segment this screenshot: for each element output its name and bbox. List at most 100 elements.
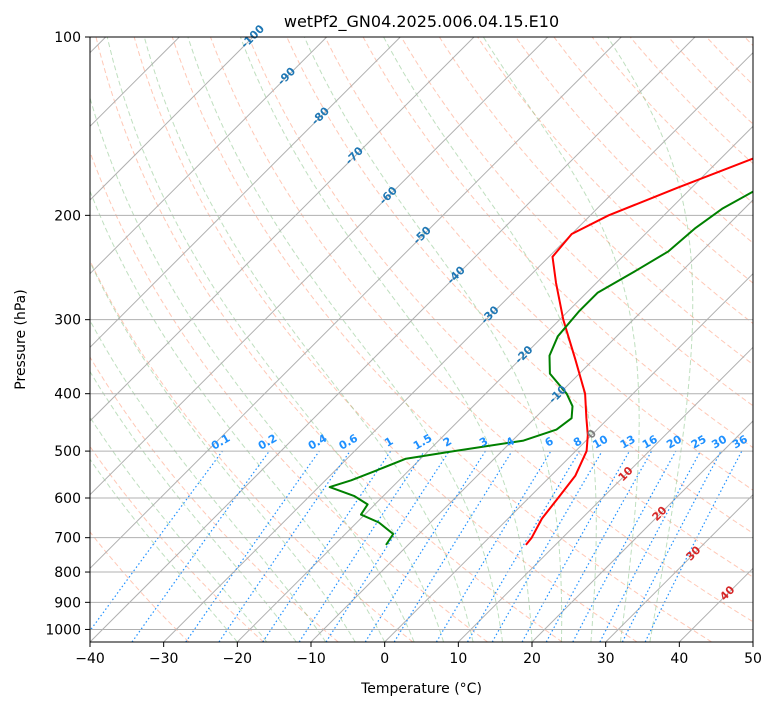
profile-lines [328, 157, 753, 546]
x-axis-label: Temperature (°C) [360, 681, 482, 697]
y-axis-ticks: 100 200 300 400 500 600 700 800 900 1000 [45, 30, 90, 638]
isotherm-line [236, 125, 753, 642]
isotherm-label: -90 [275, 65, 298, 88]
mixing-ratio-line [572, 450, 677, 642]
isotherm-line [90, 37, 475, 422]
isotherm-label: 30 [683, 543, 703, 563]
dry-adiabat-line [668, 37, 753, 125]
dry-adiabat-line [90, 531, 190, 642]
moist-adiabat-line [90, 189, 386, 642]
isotherm-line [90, 37, 328, 275]
dry-adiabat-line [400, 37, 753, 407]
dry-adiabat-line [210, 37, 753, 623]
temperature-profile-line [525, 157, 753, 546]
isotherm-line [90, 37, 549, 496]
moist-adiabat-line [143, 37, 474, 642]
isotherm-label: -50 [411, 224, 434, 247]
y-tick-label: 100 [54, 30, 81, 46]
isobar-gridlines [90, 37, 753, 630]
mixing-ratio-label: 13 [618, 433, 638, 452]
isotherm-line [752, 641, 753, 642]
isotherm-line [384, 272, 753, 642]
x-tick-label: 10 [449, 651, 467, 667]
plot-frame [89, 36, 754, 643]
isotherm-line [90, 37, 696, 642]
dewpoint-profile-line [328, 190, 753, 546]
moist-adiabat-line [187, 37, 503, 642]
mixing-ratio-label: 16 [640, 432, 660, 451]
moist-adiabat-line [482, 37, 640, 642]
x-axis-ticks: −40 −30 −20 −10 0 10 20 30 40 50 [75, 642, 762, 667]
mixing-ratio-line [298, 450, 425, 642]
dry-adiabat-line [286, 37, 753, 534]
dry-adiabat-line [591, 37, 753, 204]
y-axis-label: Pressure (hPa) [13, 289, 29, 389]
dry-adiabat-line [248, 37, 753, 578]
x-tick-label: 40 [670, 651, 688, 667]
dry-adiabat-line [706, 37, 753, 86]
mixing-ratio-line [90, 450, 223, 632]
mixing-ratio-line [393, 450, 513, 642]
dry-adiabat-line [90, 259, 414, 642]
mixing-ratio-label: 25 [689, 433, 709, 452]
mixing-ratio-line [262, 450, 392, 642]
y-tick-label: 200 [54, 208, 81, 224]
mixing-ratio-line [218, 450, 351, 642]
mixing-ratio-label: 1.5 [411, 432, 434, 453]
y-tick-label: 400 [54, 387, 81, 403]
isotherm-line [310, 199, 753, 642]
mixing-ratio-line [466, 450, 580, 642]
x-tick-label: −20 [223, 651, 253, 667]
chart-title: wetPf2_GN04.2025.006.04.15.E10 [284, 12, 559, 32]
isotherm-label: 20 [650, 503, 670, 523]
dry-adiabat-line [744, 37, 753, 47]
isotherm-line [90, 37, 401, 349]
moist-adiabat-line [90, 458, 238, 642]
mixing-ratio-label: 30 [709, 432, 729, 451]
isotherm-line [90, 37, 622, 570]
mixing-ratio-line [644, 450, 743, 642]
moist-adiabat-line [106, 37, 445, 642]
moist-adiabat-line [90, 260, 356, 642]
x-tick-label: −30 [149, 651, 179, 667]
moist-adiabat-line [90, 319, 327, 642]
dry-adiabat-line [90, 150, 488, 642]
isotherm-line [531, 420, 753, 642]
dry-adiabat-line [515, 37, 753, 284]
y-tick-label: 700 [54, 531, 81, 547]
mixing-ratio-line [131, 450, 270, 642]
x-tick-label: 30 [597, 651, 615, 667]
moist-adiabat-line [239, 37, 533, 642]
mixing-ratio-label: 0.1 [209, 432, 232, 453]
dry-adiabat-line [90, 356, 339, 642]
isotherm-label: -70 [343, 144, 366, 167]
dry-adiabat-line [133, 37, 638, 642]
isotherm-line [90, 37, 254, 201]
mixing-ratio-line [521, 450, 631, 642]
dry-adiabat-line [477, 37, 753, 325]
isotherm-label: -60 [377, 184, 400, 207]
mixing-ratio-label: 8 [571, 435, 584, 450]
mixing-ratio-line [545, 450, 653, 642]
mixing-ratio-line [325, 450, 450, 642]
x-tick-label: −10 [296, 651, 326, 667]
moist-adiabat-line [383, 37, 597, 642]
mixing-ratio-line [599, 450, 702, 642]
mixing-ratio-line [185, 450, 320, 642]
mixing-ratio-label: 6 [543, 434, 556, 449]
y-tick-label: 500 [54, 444, 81, 460]
isotherm-line [605, 493, 753, 642]
x-tick-label: 20 [523, 651, 541, 667]
mixing-ratio-label: 36 [730, 432, 750, 451]
y-tick-label: 1000 [45, 622, 81, 638]
mixing-ratio-label: 1 [382, 435, 395, 450]
moist-adiabat-line [607, 37, 694, 642]
x-tick-label: 50 [744, 651, 762, 667]
mixing-ratio-label: 0.4 [306, 431, 330, 452]
y-tick-label: 600 [54, 491, 81, 507]
y-tick-label: 800 [54, 565, 81, 581]
background-lines [90, 37, 753, 642]
moist-adiabat-line [303, 37, 563, 642]
isotherm-line [163, 51, 753, 642]
